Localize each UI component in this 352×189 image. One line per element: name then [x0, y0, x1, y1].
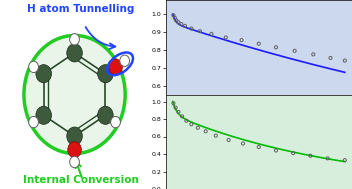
Point — [179, 115, 185, 118]
Point — [256, 42, 262, 45]
Point — [310, 53, 316, 56]
Point — [182, 24, 188, 27]
Circle shape — [70, 34, 80, 45]
Circle shape — [67, 127, 82, 145]
Point — [176, 21, 181, 24]
Point — [223, 36, 228, 39]
Point — [213, 134, 219, 137]
Circle shape — [70, 156, 80, 168]
Point — [273, 149, 279, 152]
Circle shape — [29, 116, 38, 128]
Circle shape — [98, 65, 113, 83]
Point — [308, 154, 313, 157]
Point — [173, 106, 178, 109]
Circle shape — [111, 61, 120, 73]
Circle shape — [120, 55, 130, 67]
Point — [183, 119, 189, 122]
Point — [176, 111, 181, 114]
Point — [239, 39, 244, 42]
Point — [292, 49, 297, 52]
Point — [197, 30, 203, 33]
Circle shape — [67, 44, 82, 62]
Circle shape — [24, 36, 125, 153]
Point — [189, 123, 194, 126]
Point — [171, 14, 176, 17]
Point — [174, 19, 179, 22]
Point — [178, 22, 184, 26]
Point — [256, 146, 262, 149]
Circle shape — [70, 144, 80, 155]
Point — [172, 16, 178, 19]
Point — [226, 139, 232, 142]
Point — [240, 142, 246, 145]
Point — [195, 126, 201, 129]
Circle shape — [29, 61, 38, 73]
Circle shape — [111, 116, 120, 128]
Circle shape — [68, 142, 81, 158]
Text: Internal Conversion: Internal Conversion — [23, 175, 139, 185]
Point — [325, 157, 331, 160]
Text: H atom Tunnelling: H atom Tunnelling — [27, 4, 135, 14]
Point — [189, 27, 194, 30]
Circle shape — [36, 106, 51, 124]
Point — [342, 159, 348, 162]
Point — [171, 102, 176, 105]
Point — [209, 32, 214, 35]
Circle shape — [36, 65, 51, 83]
Point — [203, 130, 208, 133]
Point — [290, 152, 296, 155]
Point — [342, 59, 348, 62]
Circle shape — [98, 106, 113, 124]
Point — [328, 57, 333, 60]
Circle shape — [109, 59, 122, 75]
Point — [273, 46, 279, 49]
